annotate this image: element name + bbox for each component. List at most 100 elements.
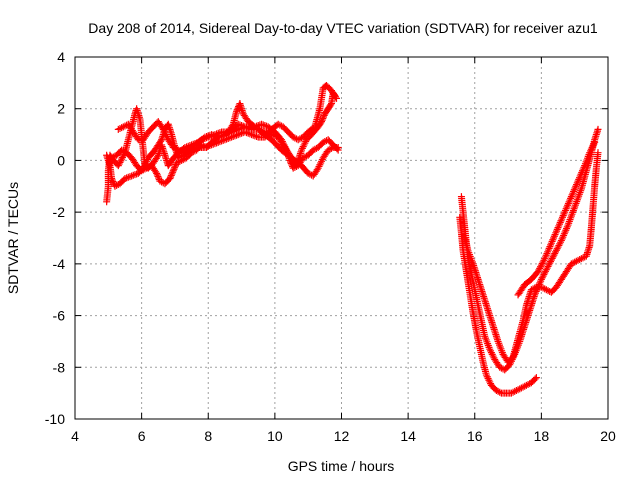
x-tick-label: 14 [400, 428, 416, 444]
data-point-marker [573, 181, 581, 189]
data-point-marker [574, 256, 582, 264]
x-tick-label: 18 [534, 428, 550, 444]
data-point-marker [219, 136, 227, 144]
data-point-marker [567, 194, 575, 202]
series-azu1-e [457, 125, 602, 374]
data-point-marker [246, 130, 254, 138]
data-point-marker [548, 254, 556, 262]
data-point-marker [547, 256, 555, 264]
data-point-marker [309, 146, 317, 154]
data-point-marker [301, 153, 309, 161]
data-point-marker [545, 261, 553, 269]
data-point-marker [226, 134, 234, 142]
data-point-marker [116, 125, 124, 133]
data-point-marker [494, 387, 502, 395]
data-point-marker [545, 244, 553, 252]
data-point-marker [561, 208, 569, 216]
data-point-marker [318, 157, 326, 165]
data-point-marker [567, 193, 575, 201]
data-point-marker [563, 225, 571, 233]
data-point-marker [171, 144, 179, 152]
data-point-marker [224, 134, 232, 142]
data-point-marker [142, 159, 150, 167]
data-point-marker [261, 122, 269, 130]
data-point-marker [550, 232, 558, 240]
data-point-marker [578, 168, 586, 176]
data-point-marker [238, 129, 246, 137]
data-point-marker [186, 147, 194, 155]
data-point-marker [178, 156, 186, 164]
data-point-marker [326, 145, 334, 153]
data-point-marker [564, 201, 572, 209]
data-point-marker [319, 115, 327, 123]
data-point-marker [218, 137, 226, 145]
data-point-marker [575, 174, 583, 182]
data-point-marker [173, 145, 181, 153]
data-point-marker [576, 256, 584, 264]
data-point-marker [546, 259, 554, 267]
data-point-marker [562, 226, 570, 234]
data-point-marker [560, 210, 568, 218]
data-point-marker [289, 164, 297, 172]
data-point-marker [178, 147, 186, 155]
data-point-marker [553, 225, 561, 233]
data-point-marker [291, 163, 299, 171]
data-point-marker [550, 234, 558, 242]
data-point-marker [579, 165, 587, 173]
data-marks [103, 81, 602, 397]
data-point-marker [139, 166, 147, 174]
data-point-marker [114, 125, 122, 133]
data-point-marker [294, 136, 302, 144]
data-point-marker [263, 122, 271, 130]
data-point-marker [113, 181, 121, 189]
data-point-marker [171, 162, 179, 170]
data-point-marker [560, 230, 568, 238]
data-point-marker [547, 241, 555, 249]
data-point-marker [193, 144, 201, 152]
data-point-marker [287, 160, 295, 168]
data-point-marker [511, 387, 519, 395]
data-point-marker [300, 141, 308, 149]
data-point-marker [586, 149, 594, 157]
data-point-marker [519, 383, 527, 391]
data-point-marker [538, 260, 546, 268]
data-point-marker [332, 93, 340, 101]
data-point-marker [174, 158, 182, 166]
data-point-marker [123, 174, 131, 182]
data-point-marker [311, 145, 319, 153]
data-point-marker [319, 138, 327, 146]
data-point-marker [153, 169, 161, 177]
data-point-marker [328, 144, 336, 152]
data-point-marker [298, 144, 306, 152]
data-point-marker [562, 205, 570, 213]
data-point-marker [176, 157, 184, 165]
data-point-marker [572, 257, 580, 265]
data-point-marker [575, 175, 583, 183]
data-point-marker [157, 137, 165, 145]
series-azu1-d [114, 81, 341, 157]
data-point-marker [208, 132, 216, 140]
data-point-marker [280, 141, 288, 149]
data-point-marker [114, 162, 122, 170]
data-point-marker [566, 196, 574, 204]
data-point-marker [213, 139, 221, 147]
data-point-marker [576, 172, 584, 180]
data-point-marker [539, 284, 547, 292]
x-tick-label: 12 [334, 428, 350, 444]
data-point-marker [556, 220, 564, 228]
data-point-marker [534, 268, 542, 276]
data-point-marker [554, 224, 562, 232]
data-point-marker [124, 173, 132, 181]
data-point-marker [577, 255, 585, 263]
data-point-marker [299, 154, 307, 162]
data-point-marker [553, 245, 561, 253]
data-point-marker [317, 159, 325, 167]
data-point-marker [143, 164, 151, 172]
data-point-marker [118, 154, 126, 162]
data-point-marker [161, 129, 169, 137]
data-point-marker [249, 131, 257, 139]
data-point-marker [201, 134, 209, 142]
data-point-marker [496, 388, 504, 396]
data-point-marker [537, 283, 545, 291]
data-point-marker [561, 206, 569, 214]
